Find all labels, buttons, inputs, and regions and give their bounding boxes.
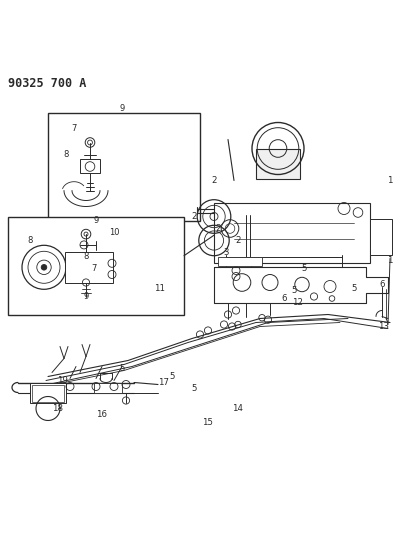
Text: 2: 2 bbox=[191, 212, 197, 221]
Text: 14: 14 bbox=[232, 404, 244, 413]
Text: 2: 2 bbox=[215, 224, 221, 233]
Text: 18: 18 bbox=[52, 404, 64, 413]
Text: 13: 13 bbox=[378, 322, 390, 331]
Text: 5: 5 bbox=[291, 286, 297, 295]
Bar bbox=[30, 383, 66, 402]
Text: 5: 5 bbox=[351, 284, 357, 293]
Bar bbox=[256, 149, 300, 179]
Bar bbox=[214, 203, 370, 262]
Bar bbox=[94, 383, 122, 392]
Bar bbox=[32, 384, 64, 402]
Text: 5: 5 bbox=[169, 372, 175, 381]
Text: 6: 6 bbox=[281, 294, 287, 303]
Text: 8: 8 bbox=[63, 150, 69, 159]
Text: 7: 7 bbox=[91, 264, 97, 273]
Text: 2: 2 bbox=[235, 236, 241, 245]
Text: 3: 3 bbox=[223, 248, 229, 257]
Text: 15: 15 bbox=[202, 418, 214, 427]
Text: 19: 19 bbox=[56, 376, 68, 385]
Bar bbox=[218, 257, 262, 265]
Bar bbox=[370, 219, 392, 254]
Text: 4: 4 bbox=[247, 260, 253, 269]
Text: 9: 9 bbox=[119, 104, 125, 113]
Bar bbox=[48, 112, 200, 221]
Text: 5: 5 bbox=[119, 364, 125, 373]
Text: 11: 11 bbox=[154, 284, 166, 293]
Text: 7: 7 bbox=[71, 124, 77, 133]
Bar bbox=[65, 252, 113, 282]
Bar bbox=[80, 158, 100, 173]
Text: 12: 12 bbox=[292, 298, 304, 307]
Text: 8: 8 bbox=[27, 236, 33, 245]
Text: 5: 5 bbox=[301, 264, 307, 273]
Text: 9: 9 bbox=[93, 216, 99, 225]
Text: 90325 700 A: 90325 700 A bbox=[8, 77, 86, 90]
Text: 10: 10 bbox=[109, 228, 119, 237]
Text: 1: 1 bbox=[387, 256, 393, 265]
Text: 9: 9 bbox=[83, 292, 89, 301]
Text: 17: 17 bbox=[158, 378, 170, 387]
Bar bbox=[8, 216, 184, 314]
Text: 6: 6 bbox=[379, 280, 385, 289]
Text: 5: 5 bbox=[191, 384, 197, 393]
Text: 1: 1 bbox=[387, 176, 393, 185]
Circle shape bbox=[41, 264, 47, 270]
Text: 16: 16 bbox=[96, 410, 108, 419]
Text: 8: 8 bbox=[83, 252, 89, 261]
Text: 2: 2 bbox=[211, 176, 217, 185]
